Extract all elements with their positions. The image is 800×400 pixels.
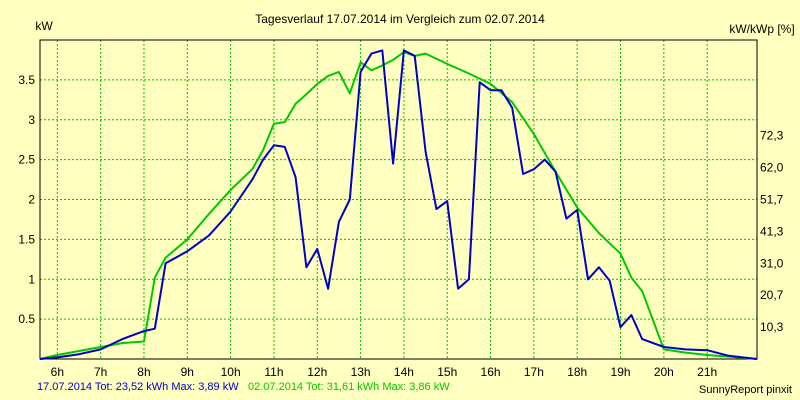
x-tick-label: 17h — [524, 365, 544, 379]
series-line-1 — [39, 49, 758, 360]
y-tick-label-right: 62,0 — [760, 161, 784, 175]
x-tick-label: 7h — [94, 365, 107, 379]
axis-tick-labels: 6h 7h 8h 9h 10h 11h 12h 13h 14h 15h 16h 17h 18h 19h 20… — [18, 73, 783, 379]
y-axis-label-left: kW — [35, 19, 53, 33]
x-tick-label: 11h — [264, 365, 283, 379]
x-tick-label: 8h — [137, 365, 150, 379]
credit-text: SunnyReport pinxit — [699, 384, 792, 396]
chart-title: Tagesverlauf 17.07.2014 im Vergleich zum… — [255, 12, 545, 26]
series-1-stats: 17.07.2014 Tot: 23,52 kWh Max: 3,89 kW — [37, 381, 239, 393]
series-2-stats: 02.07.2014 Tot: 31,61 kWh Max: 3,86 kW — [248, 381, 450, 393]
series-lines — [39, 49, 758, 360]
y-tick-label-left: 1 — [28, 272, 35, 286]
y-tick-label-right: 51,7 — [760, 193, 784, 207]
series-line-2 — [39, 51, 758, 360]
y-tick-label-left: 2 — [28, 193, 35, 207]
x-tick-label: 18h — [567, 365, 587, 379]
x-tick-label: 12h — [307, 365, 327, 379]
x-tick-label: 6h — [51, 365, 64, 379]
y-tick-label-right: 41,3 — [760, 224, 784, 238]
plot-area-frame — [39, 39, 758, 360]
x-tick-label: 16h — [481, 365, 501, 379]
y-tick-label-left: 3 — [28, 113, 35, 127]
y-tick-label-right: 72,3 — [760, 129, 784, 143]
y-tick-label-left: 1.5 — [18, 232, 35, 246]
y-tick-label-right: 10,3 — [760, 320, 784, 334]
x-tick-label: 21h — [697, 365, 717, 379]
y-tick-label-right: 31,0 — [760, 256, 784, 270]
y-tick-label-left: 3.5 — [18, 73, 35, 87]
x-tick-label: 15h — [437, 365, 457, 379]
x-tick-label: 20h — [654, 365, 674, 379]
y-tick-label-left: 0.5 — [18, 312, 35, 326]
y-axis-label-right: kW/kWp [%] — [729, 22, 794, 36]
grid-lines — [40, 40, 757, 359]
x-tick-label: 9h — [181, 365, 194, 379]
y-tick-label-right: 20,7 — [760, 288, 784, 302]
x-tick-label: 14h — [394, 365, 414, 379]
x-tick-label: 19h — [611, 365, 631, 379]
y-tick-label-left: 2.5 — [18, 153, 35, 167]
x-tick-label: 13h — [351, 365, 371, 379]
x-tick-label: 10h — [221, 365, 241, 379]
